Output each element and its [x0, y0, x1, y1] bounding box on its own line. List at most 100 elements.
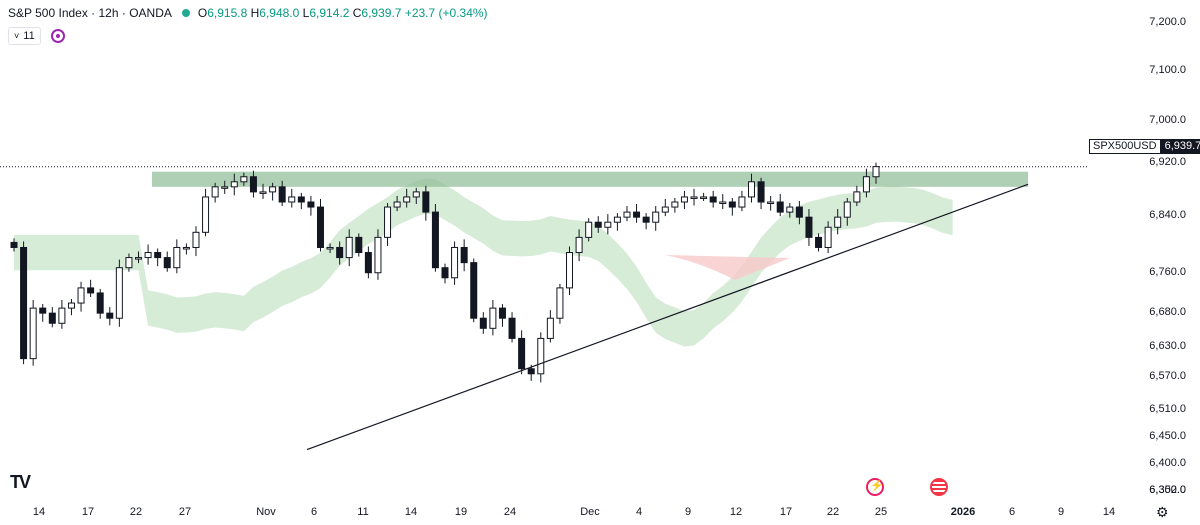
candle-down[interactable]	[422, 191, 430, 213]
candle-up[interactable]	[546, 317, 554, 339]
candle-down[interactable]	[316, 206, 324, 248]
candle-up[interactable]	[403, 196, 411, 203]
candle-up[interactable]	[288, 196, 296, 203]
candle-up[interactable]	[240, 176, 248, 183]
candle-down[interactable]	[776, 201, 784, 213]
candle-up[interactable]	[67, 302, 75, 309]
candle-up[interactable]	[489, 307, 497, 329]
candle-down[interactable]	[278, 186, 286, 203]
candle-up[interactable]	[824, 226, 832, 248]
candle-down[interactable]	[518, 337, 526, 370]
candle-up[interactable]	[604, 221, 612, 228]
candle-down[interactable]	[364, 252, 372, 274]
candle-up[interactable]	[661, 206, 669, 213]
candle-up[interactable]	[374, 236, 382, 274]
candle-up[interactable]	[680, 196, 688, 203]
candle-down[interactable]	[805, 216, 813, 238]
candle-up[interactable]	[115, 267, 123, 319]
candle-up[interactable]	[700, 196, 708, 199]
candle-down[interactable]	[508, 317, 516, 339]
candle-down[interactable]	[527, 368, 535, 375]
candle-up[interactable]	[58, 307, 66, 324]
candle-down[interactable]	[336, 246, 344, 259]
candle-down[interactable]	[87, 287, 95, 294]
candle-up[interactable]	[144, 252, 152, 259]
candle-down[interactable]	[470, 262, 478, 319]
candle-up[interactable]	[575, 236, 583, 254]
candle-down[interactable]	[498, 307, 506, 319]
gear-icon[interactable]: ⚙	[1156, 504, 1169, 520]
candle-up[interactable]	[834, 216, 842, 228]
candle-up[interactable]	[412, 191, 420, 198]
candle-down[interactable]	[106, 312, 114, 319]
us-flag-event-icon[interactable]	[930, 478, 948, 496]
candle-up[interactable]	[192, 231, 200, 248]
candle-down[interactable]	[355, 236, 363, 254]
candle-up[interactable]	[451, 246, 459, 279]
candle-up[interactable]	[843, 201, 851, 218]
candle-down[interactable]	[441, 267, 449, 279]
candle-up[interactable]	[738, 196, 746, 208]
candle-up[interactable]	[345, 236, 353, 259]
candle-down[interactable]	[39, 307, 47, 314]
candle-up[interactable]	[719, 201, 727, 204]
candle-down[interactable]	[48, 312, 56, 324]
candle-up[interactable]	[29, 307, 37, 360]
candle-up[interactable]	[623, 211, 631, 218]
candle-up[interactable]	[269, 186, 277, 193]
candle-up[interactable]	[173, 246, 181, 269]
symbol-title[interactable]: S&P 500 Index · 12h · OANDA	[8, 6, 172, 20]
candle-up[interactable]	[747, 181, 755, 198]
candle-up[interactable]	[326, 246, 334, 250]
candle-up[interactable]	[862, 176, 870, 193]
candle-up[interactable]	[690, 196, 698, 199]
indicators-toggle-button[interactable]: ˅ 11	[8, 27, 41, 45]
candle-up[interactable]	[221, 186, 229, 189]
candle-down[interactable]	[594, 221, 602, 228]
candle-up[interactable]	[135, 257, 143, 260]
candle-up[interactable]	[182, 246, 190, 250]
lightning-event-icon[interactable]	[866, 478, 884, 496]
candle-up[interactable]	[786, 206, 794, 213]
candle-down[interactable]	[96, 292, 104, 314]
candle-up[interactable]	[652, 211, 660, 223]
candle-down[interactable]	[815, 236, 823, 248]
candle-up[interactable]	[259, 191, 267, 194]
candle-up[interactable]	[613, 216, 621, 223]
candle-up[interactable]	[384, 206, 392, 238]
candle-down[interactable]	[431, 211, 439, 269]
trend-line[interactable]	[306, 183, 1029, 451]
candle-down[interactable]	[154, 252, 162, 259]
candle-down[interactable]	[633, 211, 641, 218]
candle-up[interactable]	[211, 186, 219, 198]
sync-icon[interactable]	[50, 29, 65, 43]
candle-up[interactable]	[202, 196, 210, 233]
candle-down[interactable]	[307, 201, 315, 208]
candle-up[interactable]	[125, 257, 133, 269]
candle-down[interactable]	[20, 246, 28, 360]
candle-up[interactable]	[537, 337, 545, 375]
candle-down[interactable]	[10, 241, 18, 248]
candle-down[interactable]	[795, 206, 803, 218]
candle-down[interactable]	[249, 176, 257, 193]
candle-down[interactable]	[479, 317, 487, 329]
candle-down[interactable]	[728, 201, 736, 208]
candle-down[interactable]	[642, 216, 650, 223]
candle-up[interactable]	[872, 166, 880, 178]
candle-up[interactable]	[671, 201, 679, 208]
candle-down[interactable]	[460, 246, 468, 264]
candle-up[interactable]	[853, 191, 861, 203]
candle-up[interactable]	[767, 201, 775, 204]
candle-up[interactable]	[585, 221, 593, 238]
candle-down[interactable]	[709, 196, 717, 203]
candle-down[interactable]	[163, 257, 171, 269]
candle-up[interactable]	[556, 287, 564, 319]
candle-up[interactable]	[393, 201, 401, 208]
candle-up[interactable]	[77, 287, 85, 304]
candle-up[interactable]	[566, 252, 574, 289]
candles[interactable]	[10, 162, 880, 383]
candle-down[interactable]	[297, 196, 305, 203]
candle-down[interactable]	[757, 181, 765, 203]
candle-up[interactable]	[230, 181, 238, 188]
